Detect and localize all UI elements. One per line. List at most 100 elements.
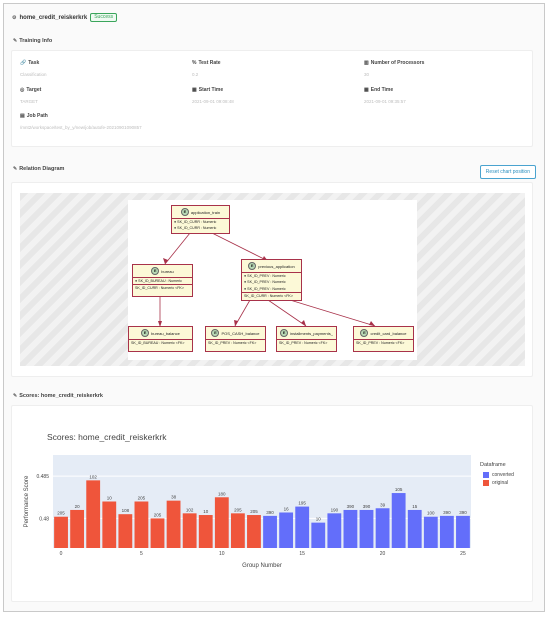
bar (407, 509, 422, 548)
info-job-path: ▤ Job Path /mnt2/workspace/test_by_y/new/… (20, 113, 142, 130)
entity-pos-cash-balance[interactable]: E POS_CASH_balance SK_ID_PREV : Numeric <… (205, 326, 266, 352)
page-title: home_credit_reiskerkrk (19, 14, 88, 21)
bar (150, 518, 165, 548)
x-axis-label: Group Number (242, 563, 282, 569)
info-task-label: Task (28, 60, 40, 66)
x-tick-label: 10 (219, 551, 225, 557)
training-info-title: Training Info (19, 38, 53, 44)
x-tick-label: 25 (460, 551, 466, 557)
entity-name: credit_card_balance (370, 330, 407, 336)
status-badge: Success (90, 13, 118, 22)
bar-label: 195 (298, 501, 306, 506)
bar (214, 497, 229, 548)
entity-field: SK_ID_PREV : Numeric <FK> (208, 341, 257, 345)
info-test-rate-value: 0.2 (192, 72, 199, 77)
info-job-path-label: Job Path (26, 113, 48, 119)
entity-icon: E (280, 329, 289, 337)
info-target-label: Target (26, 87, 42, 93)
entity-icon: E (248, 262, 257, 270)
training-info-card (11, 50, 533, 147)
info-processors-value: 30 (364, 72, 370, 77)
info-job-path-value: /mnt2/workspace/test_by_y/new/job/autofe… (20, 125, 142, 130)
legend-label: converted (492, 472, 514, 478)
info-target: ◎ Target TARGET (20, 87, 41, 104)
info-task: 🔗 Task Classification (20, 60, 47, 77)
bar-label: 15 (412, 504, 418, 509)
bar (263, 515, 277, 548)
legend-label: original (492, 480, 509, 486)
entity-icon: E (211, 329, 220, 337)
entity-field: SK_ID_CURR : Numeric (177, 220, 217, 224)
legend-item-original[interactable]: original (483, 480, 508, 486)
bar-label: 205 (57, 511, 65, 516)
bar-label: 205 (234, 507, 242, 512)
bar (198, 515, 213, 548)
processor-icon: ▥ (364, 60, 369, 66)
info-target-value: TARGET (20, 99, 38, 104)
relation-diagram-header: ✎ Relation Diagram (13, 166, 64, 172)
legend-swatch (483, 472, 489, 478)
reset-chart-button[interactable]: Reset chart position (479, 165, 536, 179)
calendar-icon: ▦ (364, 87, 369, 93)
entity-icon: E (360, 329, 369, 337)
bar-label: 108 (122, 508, 130, 513)
info-end-time: ▦ End Time 2021-09-01 09:35:57 (364, 87, 406, 104)
entity-name: installments_payments_ (290, 330, 333, 336)
entity-field: SK_ID_CURR : Numeric <FK> (242, 292, 301, 299)
entity-field: SK_ID_PREV : Numeric (247, 280, 286, 285)
bar (134, 501, 149, 548)
link-icon: 🔗 (20, 60, 27, 66)
entity-icon: E (141, 329, 150, 337)
bar (166, 500, 181, 548)
entity-name: POS_CASH_balance (221, 330, 260, 336)
entity-field: SK_ID_PREV : Numeric (247, 274, 286, 278)
x-tick-label: 5 (140, 551, 143, 557)
percent-icon: % (192, 60, 197, 66)
bar (295, 506, 310, 548)
entity-field: SK_ID_PREV : Numeric <FK> (279, 341, 328, 345)
entity-field: SK_ID_CURR : Numeric <FK> (133, 284, 192, 291)
edit-icon: ✎ (13, 38, 18, 44)
relation-diagram-title: Relation Diagram (19, 166, 65, 172)
entity-name: application_train (190, 209, 221, 215)
bar (359, 509, 374, 548)
bar-label: 39 (380, 502, 386, 507)
bar (182, 513, 197, 548)
bar (439, 515, 454, 548)
info-task-value: Classification (20, 72, 47, 77)
bar (247, 515, 261, 548)
bar-label: 100 (427, 511, 435, 516)
bar-label: 20 (75, 504, 81, 509)
bar (423, 516, 438, 548)
bar (86, 480, 101, 548)
entity-name: previous_application (258, 263, 295, 269)
entity-name: bureau_balance (151, 330, 180, 336)
bar (230, 513, 245, 548)
info-processors: ▥ Number of Processors 30 (364, 60, 424, 77)
legend-item-converted[interactable]: converted (483, 472, 514, 478)
bar-label: 102 (89, 474, 97, 479)
edit-icon: ✎ (13, 166, 18, 172)
info-end-time-label: End Time (370, 87, 394, 93)
entity-field: SK_ID_PREV : Numeric (247, 286, 286, 291)
chart-title: Scores: home_credit_reiskerkrk (47, 432, 167, 442)
info-start-time-value: 2021-09-01 09:08:48 (192, 99, 234, 104)
legend-title: Dataframe (480, 462, 506, 468)
bar-label: 105 (395, 487, 403, 492)
bar-label: 16 (284, 506, 290, 511)
bar (54, 516, 68, 548)
edit-icon: ✎ (13, 393, 18, 399)
entity-icon: E (151, 267, 160, 275)
entity-field: SK_ID_PREV : Numeric <FK> (356, 341, 405, 345)
info-test-rate: % Test Rate 0.2 (192, 60, 221, 77)
bar-label: 390 (443, 510, 451, 515)
bar-label: 390 (266, 510, 274, 515)
